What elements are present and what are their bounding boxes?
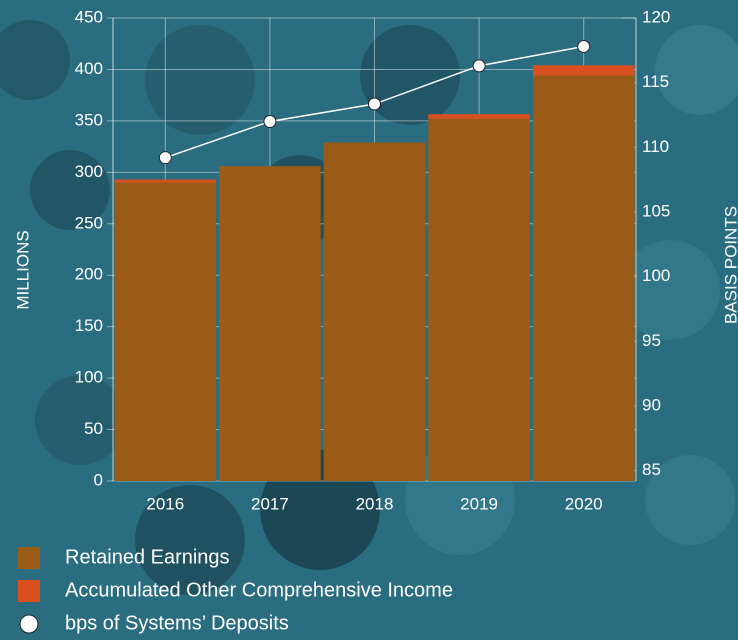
y2-tick-label: 105: [642, 201, 670, 220]
y-tick-label: 300: [75, 162, 103, 181]
line-point: [577, 39, 591, 53]
y-tick-label: 250: [75, 213, 103, 232]
x-tick-label: 2020: [565, 494, 603, 513]
legend-label: Retained Earnings: [65, 546, 230, 568]
y2-tick-label: 100: [642, 266, 670, 285]
legend: Retained Earnings Accumulated Other Compr…: [18, 546, 453, 634]
y-axis-label: MILLIONS: [13, 230, 32, 309]
y2-tick-label: 90: [642, 395, 661, 414]
legend-label: Accumulated Other Comprehensive Income: [65, 579, 453, 601]
y-tick-label: 200: [75, 265, 103, 284]
y-tick-label: 100: [75, 368, 103, 387]
y-tick-label: 400: [75, 59, 103, 78]
bar-segment: [323, 142, 426, 482]
line-point: [263, 114, 277, 128]
y2-tick-label: 95: [642, 331, 661, 350]
y2-tick-label: 85: [642, 460, 661, 479]
x-tick-label: 2017: [251, 494, 289, 513]
line-point: [158, 151, 172, 165]
y2-tick-label: 120: [642, 7, 670, 26]
legend-swatch: [18, 547, 40, 569]
bar-segment: [219, 166, 321, 481]
bar-segment: [114, 182, 217, 481]
x-tick-label: 2019: [460, 494, 498, 513]
y-tick-label: 350: [75, 110, 103, 129]
y-tick-label: 450: [75, 7, 103, 26]
x-tick-label: 2016: [146, 494, 184, 513]
line-point: [472, 59, 486, 73]
y-tick-label: 150: [75, 316, 103, 335]
bar-segment: [114, 179, 217, 183]
bar-segment: [428, 114, 530, 119]
y2-axis-label: BASIS POINTS: [721, 206, 738, 324]
y2-tick-label: 115: [642, 72, 669, 91]
bar-segment: [532, 65, 635, 76]
line-point: [368, 97, 381, 111]
legend-swatch: [18, 580, 40, 602]
y2-tick-label: 110: [642, 137, 669, 156]
bar-segment: [428, 118, 530, 481]
legend-label: bps of Systems’ Deposits: [65, 612, 289, 634]
y-tick-label: 50: [84, 419, 103, 438]
bar-segment: [532, 75, 635, 482]
legend-marker: [19, 614, 39, 634]
y-tick-label: 0: [94, 470, 103, 489]
x-tick-label: 2018: [356, 494, 394, 513]
